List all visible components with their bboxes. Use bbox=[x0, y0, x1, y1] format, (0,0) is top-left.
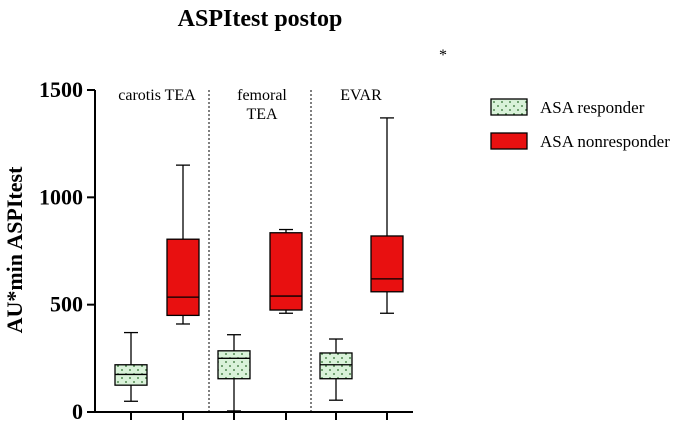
legend: ASA responder ASA nonresponder bbox=[490, 98, 670, 151]
y-axis-label: AU*min ASPItest bbox=[2, 166, 27, 334]
y-tick-label-1000: 1000 bbox=[39, 184, 83, 209]
box-s1-g2 bbox=[217, 350, 251, 380]
box-s2-g2 bbox=[269, 232, 303, 311]
boxes bbox=[114, 117, 404, 412]
group-labels: carotis TEA femoral TEA EVAR bbox=[118, 87, 382, 412]
group-label-2-line-1: femoral bbox=[237, 87, 287, 104]
legend-swatch-2 bbox=[490, 132, 528, 150]
box-s2-g1 bbox=[166, 238, 200, 317]
y-tick-label-0: 0 bbox=[72, 399, 83, 424]
y-tick-label-500: 500 bbox=[50, 292, 83, 317]
group-label-2-line-2: TEA bbox=[246, 106, 278, 123]
group-label-1-line-1: carotis TEA bbox=[118, 87, 196, 104]
significance-marker: * bbox=[439, 47, 447, 64]
axes: 0 500 1000 1500 bbox=[39, 77, 413, 424]
legend-label-2: ASA nonresponder bbox=[540, 132, 670, 151]
y-tick-label-1500: 1500 bbox=[39, 77, 83, 102]
legend-swatch-1 bbox=[490, 98, 528, 116]
group-label-3-line-1: EVAR bbox=[340, 87, 382, 104]
chart-title: ASPItest postop bbox=[178, 6, 343, 32]
box-s2-g3 bbox=[370, 235, 404, 293]
legend-label-1: ASA responder bbox=[540, 98, 645, 117]
box-s1-g3 bbox=[319, 352, 353, 380]
